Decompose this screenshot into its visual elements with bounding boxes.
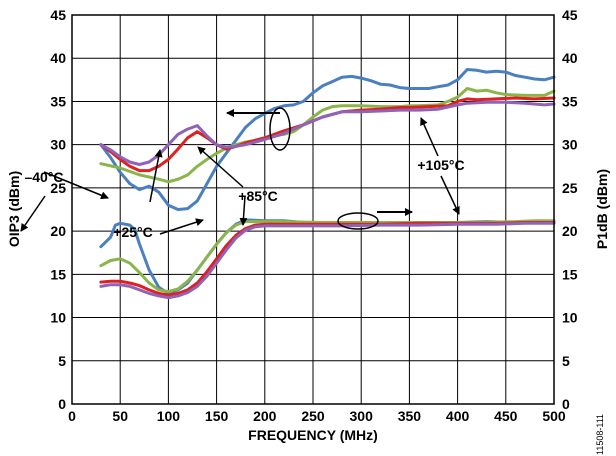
y-tick-label-right-0: 0 — [562, 396, 570, 412]
series-oip3-minus40c — [99, 68, 556, 211]
label-plus25c: +25°C — [113, 224, 152, 240]
y-tick-label-right-1: 5 — [562, 353, 570, 369]
y-tick-label-right-5: 25 — [562, 180, 578, 196]
y-tick-label-left-7: 35 — [50, 93, 66, 109]
x-tick-label-8: 400 — [446, 408, 470, 424]
y-tick-label-left-5: 25 — [50, 180, 66, 196]
x-tick-label-5: 250 — [301, 408, 325, 424]
label-plus85c: +85°C — [238, 188, 277, 204]
series-oip3-plus105c — [99, 100, 556, 166]
x-tick-label-2: 100 — [157, 408, 181, 424]
series-oip3-plus85c — [99, 96, 556, 173]
grid-lines — [71, 14, 555, 405]
x-axis-title: FREQUENCY (MHz) — [248, 427, 378, 443]
y-tick-label-left-3: 15 — [50, 266, 66, 282]
p1db-group-ellipse — [337, 212, 379, 230]
x-tick-label-9: 450 — [494, 408, 518, 424]
label-plus105c: +105°C — [417, 157, 464, 173]
oip3-group-ellipse — [269, 107, 291, 151]
y-axis-left-title: OIP3 (dBm) — [6, 171, 22, 247]
unused-2 — [20, 196, 44, 230]
x-tick-label-0: 0 — [68, 408, 76, 424]
series-oip3-plus25c — [99, 87, 556, 184]
label-minus40c: –40°C — [24, 169, 63, 185]
y-tick-label-left-0: 0 — [58, 396, 66, 412]
y-tick-label-left-1: 5 — [58, 353, 66, 369]
y-tick-label-right-8: 40 — [562, 50, 578, 66]
x-tick-label-10: 500 — [542, 408, 566, 424]
y-tick-label-right-2: 10 — [562, 310, 578, 326]
y-axis-right-title: P1dB (dBm) — [594, 169, 610, 249]
y-tick-label-right-4: 20 — [562, 223, 578, 239]
y-tick-label-left-8: 40 — [50, 50, 66, 66]
label-40c-leader-oip3 — [43, 171, 109, 200]
label-85c-leader-p1db — [239, 195, 248, 226]
plot-border — [71, 14, 555, 405]
label-25c-leader-p1db — [159, 218, 204, 235]
x-tick-label-7: 350 — [398, 408, 422, 424]
series-p1db-plus85c — [99, 221, 556, 297]
series-p1db-plus105c — [99, 221, 556, 300]
x-tick-label-6: 300 — [350, 408, 374, 424]
x-tick-label-3: 150 — [205, 408, 229, 424]
y-tick-label-right-6: 30 — [562, 137, 578, 153]
y-tick-label-right-9: 45 — [562, 7, 578, 23]
y-tick-label-left-9: 45 — [50, 7, 66, 23]
y-tick-label-left-2: 10 — [50, 310, 66, 326]
y-tick-label-left-6: 30 — [50, 137, 66, 153]
y-tick-label-right-7: 35 — [562, 93, 578, 109]
label-85c-leader-oip3 — [197, 146, 244, 188]
label-25c-leader-oip3 — [149, 149, 163, 203]
x-tick-label-1: 50 — [112, 408, 128, 424]
y-tick-label-right-3: 15 — [562, 266, 578, 282]
label-105c-leader-oip3 — [420, 117, 439, 157]
x-tick-label-4: 200 — [253, 408, 277, 424]
label-40c-leader-p1db — [20, 195, 46, 232]
label-105c-leader-p1db — [440, 175, 460, 215]
figure-id: 11508-111 — [595, 414, 605, 455]
y-tick-label-left-4: 20 — [50, 223, 66, 239]
data-series — [99, 68, 556, 300]
plot-frame — [71, 14, 555, 405]
